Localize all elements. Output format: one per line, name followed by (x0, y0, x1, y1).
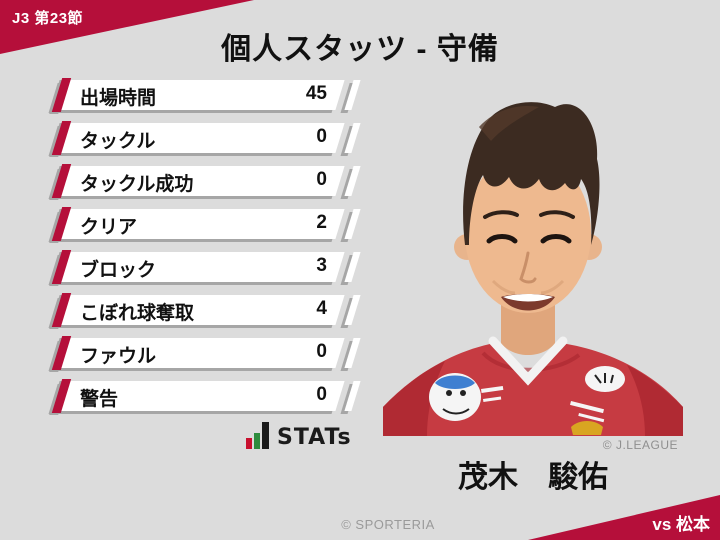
stat-label: タックル (80, 131, 156, 152)
stat-end-slash (344, 123, 361, 153)
stat-value: 0 (316, 126, 327, 147)
stat-label: こぼれ球奪取 (80, 303, 195, 324)
stat-row: ファウル 0 (0, 336, 380, 370)
stat-value: 2 (316, 212, 327, 233)
stat-label: 出場時間 (80, 88, 157, 109)
stats-list: 出場時間 45 タックル 0 タックル成功 0 クリア 2 (0, 78, 380, 424)
stats-logo-text: STATs (277, 425, 352, 450)
footer-copyright: © SPORTERIA (341, 517, 435, 532)
stat-row: 警告 0 (0, 379, 380, 413)
stat-row: 出場時間 45 (0, 78, 380, 112)
stat-end-slash (344, 209, 361, 239)
stat-label: 警告 (80, 389, 119, 410)
stat-row: クリア 2 (0, 207, 380, 241)
stat-end-slash (344, 338, 361, 368)
stat-value: 3 (316, 255, 327, 276)
stat-row: タックル成功 0 (0, 164, 380, 198)
stat-label: ブロック (80, 260, 157, 281)
opponent-label: vs 松本 (652, 515, 710, 534)
bar-chart-icon (246, 422, 269, 449)
stat-label: ファウル (80, 346, 157, 367)
stat-label: クリア (80, 217, 138, 238)
stat-end-slash (344, 166, 361, 196)
stat-value: 0 (316, 384, 327, 405)
stat-label: タックル成功 (80, 174, 194, 195)
player-portrait-image (383, 102, 683, 436)
jersey-speech-print (570, 366, 625, 423)
photo-credit: © J.LEAGUE (602, 438, 678, 452)
stats-logo: STATs (246, 422, 352, 449)
stat-end-slash (344, 295, 361, 325)
page-title: 個人スタッツ - 守備 (221, 33, 499, 66)
player-photo (383, 75, 683, 436)
stat-row: こぼれ球奪取 4 (0, 293, 380, 327)
stat-value: 45 (305, 83, 327, 104)
stat-row: ブロック 3 (0, 250, 380, 284)
stat-value: 0 (316, 169, 327, 190)
stat-end-slash (344, 252, 361, 282)
jersey-mascot-print (429, 373, 504, 421)
stat-value: 4 (316, 298, 327, 319)
stat-end-slash (344, 80, 361, 110)
stat-row: タックル 0 (0, 121, 380, 155)
stat-end-slash (344, 381, 361, 411)
stat-value: 0 (316, 341, 327, 362)
round-badge-label: J3 第23節 (12, 10, 84, 27)
player-name: 茂木 駿佑 (458, 461, 608, 494)
